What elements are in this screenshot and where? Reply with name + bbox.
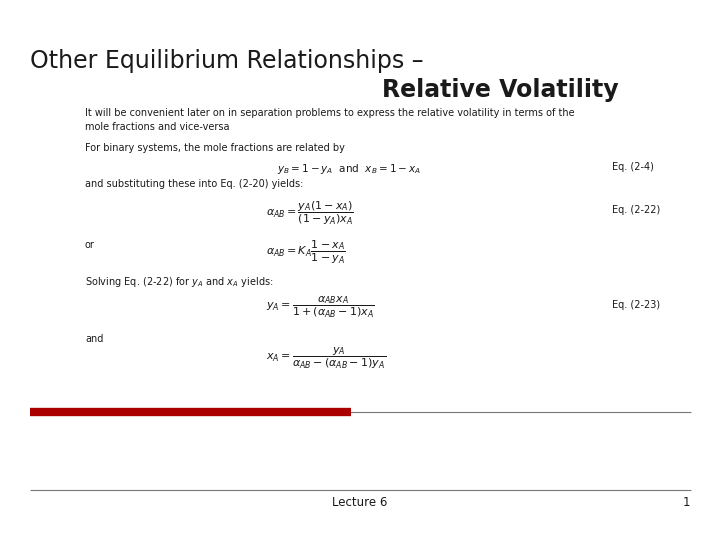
Text: Lecture 6: Lecture 6 (333, 496, 387, 509)
Text: Eq. (2-4): Eq. (2-4) (612, 162, 654, 172)
Text: For binary systems, the mole fractions are related by: For binary systems, the mole fractions a… (85, 143, 345, 153)
Text: and: and (85, 334, 104, 344)
Text: $y_B = 1 - y_A$  and  $x_B = 1 - x_A$: $y_B = 1 - y_A$ and $x_B = 1 - x_A$ (277, 162, 421, 176)
Text: or: or (85, 240, 95, 251)
Text: 1: 1 (683, 496, 690, 509)
Text: Relative Volatility: Relative Volatility (382, 78, 618, 102)
Text: $\alpha_{AB} = K_A \dfrac{1-x_A}{1-y_A}$: $\alpha_{AB} = K_A \dfrac{1-x_A}{1-y_A}$ (266, 239, 346, 266)
Text: Solving Eq. (2-22) for $y_A$ and $x_A$ yields:: Solving Eq. (2-22) for $y_A$ and $x_A$ y… (85, 275, 274, 289)
Text: Eq. (2-22): Eq. (2-22) (612, 205, 660, 215)
Text: mole fractions and vice-versa: mole fractions and vice-versa (85, 122, 230, 132)
Text: Other Equilibrium Relationships –: Other Equilibrium Relationships – (30, 49, 424, 72)
Text: and substituting these into Eq. (2-20) yields:: and substituting these into Eq. (2-20) y… (85, 179, 303, 190)
Text: $y_A = \dfrac{\alpha_{AB} x_A}{1+(\alpha_{AB}-1)x_A}$: $y_A = \dfrac{\alpha_{AB} x_A}{1+(\alpha… (266, 294, 375, 319)
Text: $\alpha_{AB} = \dfrac{y_A(1-x_A)}{(1-y_A)x_A}$: $\alpha_{AB} = \dfrac{y_A(1-x_A)}{(1-y_A… (266, 200, 354, 227)
Text: $x_A = \dfrac{y_A}{\alpha_{AB}-(\alpha_{AB}-1)y_A}$: $x_A = \dfrac{y_A}{\alpha_{AB}-(\alpha_{… (266, 346, 387, 371)
Text: It will be convenient later on in separation problems to express the relative vo: It will be convenient later on in separa… (85, 108, 575, 118)
Text: Eq. (2-23): Eq. (2-23) (612, 300, 660, 310)
